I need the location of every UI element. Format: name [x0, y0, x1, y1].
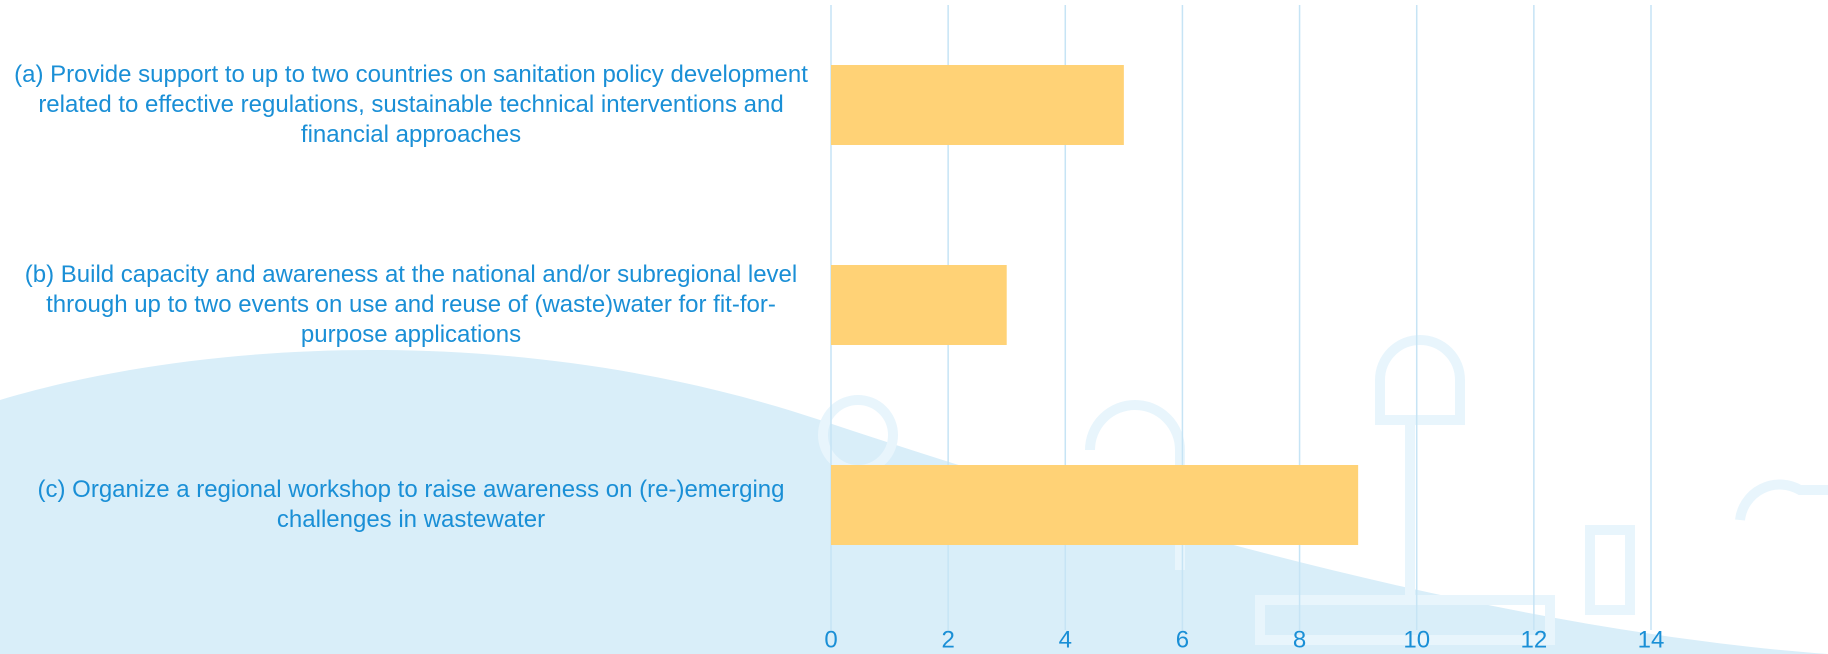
x-tick-label: 4 — [1059, 626, 1072, 653]
x-tick-label: 12 — [1521, 626, 1548, 653]
x-tick-label: 10 — [1403, 626, 1430, 653]
y-tick-label: (c) Organize a regional workshop to rais… — [6, 475, 816, 535]
y-tick-label: (a) Provide support to up to two countri… — [6, 60, 816, 150]
bar — [831, 65, 1124, 145]
x-tick-label: 6 — [1176, 626, 1189, 653]
bar — [831, 465, 1358, 545]
x-tick-label: 8 — [1293, 626, 1306, 653]
chart: 0 2 4 6 8 10 12 14 (a) Provide support to up to… — [0, 0, 1828, 654]
x-tick-label: 14 — [1638, 626, 1665, 653]
bar — [831, 265, 1007, 345]
x-tick-label: 0 — [824, 626, 837, 653]
x-tick-label: 2 — [941, 626, 954, 653]
y-tick-label: (b) Build capacity and awareness at the … — [6, 260, 816, 350]
